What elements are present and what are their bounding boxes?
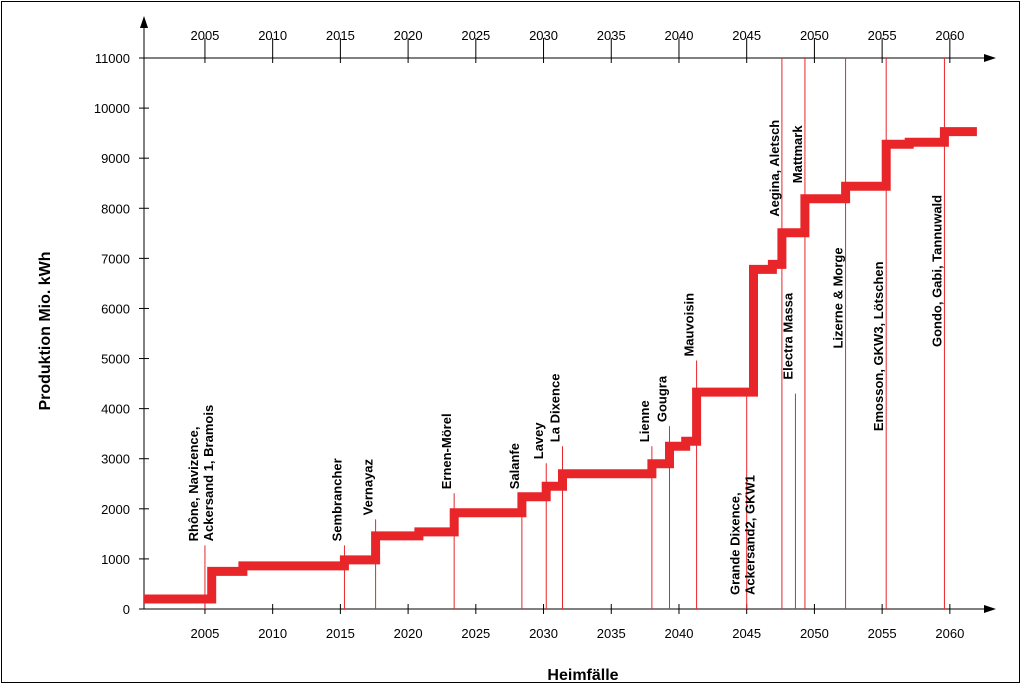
x-tick-label-bottom: 2015	[326, 626, 355, 641]
x-tick-label-bottom: 2060	[935, 626, 964, 641]
x-tick-label-bottom: 2055	[868, 626, 897, 641]
x-axis-top-arrow	[984, 54, 996, 62]
event-label: Gondo, Gabi, Tannuwald	[929, 195, 944, 347]
x-tick-label-top: 2050	[800, 28, 829, 43]
y-tick-label: 0	[123, 602, 130, 617]
y-tick-label: 1000	[101, 552, 130, 567]
event-label: Mattmark	[790, 125, 805, 184]
x-tick-label-top: 2030	[529, 28, 558, 43]
y-tick-label: 2000	[101, 502, 130, 517]
production-series-line	[144, 127, 977, 604]
y-tick-label: 4000	[101, 402, 130, 417]
y-axis-arrow	[140, 16, 148, 28]
x-tick-label-top: 2040	[665, 28, 694, 43]
event-label: Lizerne & Morge	[831, 247, 846, 348]
x-tick-label-bottom: 2035	[597, 626, 626, 641]
x-tick-label-top: 2060	[935, 28, 964, 43]
x-tick-label-bottom: 2005	[190, 626, 219, 641]
y-tick-label: 5000	[101, 352, 130, 367]
x-tick-label-top: 2010	[258, 28, 287, 43]
event-label: Salanfe	[507, 443, 522, 489]
event-label: Mauvoisin	[682, 293, 697, 357]
event-label: Rhône, Navizence,	[186, 427, 201, 542]
y-tick-label: 7000	[101, 251, 130, 266]
event-label: Lienne	[637, 400, 652, 442]
event-label: La Dixence	[548, 374, 563, 443]
axes-layer: 0 1000 2000 3000 4000 5000 6000 7000 8000 9000 100…	[94, 16, 996, 641]
x-axis-title: Heimfälle	[547, 667, 618, 684]
event-label: Ackersand 1, Bramois	[201, 405, 216, 542]
x-tick-label-top: 2025	[461, 28, 490, 43]
x-tick-label-bottom: 2020	[394, 626, 423, 641]
y-tick-label: 10000	[94, 101, 130, 116]
x-tick-label-top: 2020	[394, 28, 423, 43]
x-tick-label-bottom: 2040	[665, 626, 694, 641]
x-tick-label-top: 2015	[326, 28, 355, 43]
series-layer	[144, 58, 977, 609]
x-tick-label-bottom: 2050	[800, 626, 829, 641]
x-tick-label-bottom: 2030	[529, 626, 558, 641]
y-tick-label: 8000	[101, 201, 130, 216]
y-tick-label: 6000	[101, 301, 130, 316]
event-label: Vernayaz	[361, 458, 376, 515]
y-tick-label: 11000	[95, 51, 130, 66]
y-tick-label: 3000	[101, 452, 130, 467]
y-axis-title: Produktion Mio. kWh	[37, 251, 54, 410]
event-label: Ackersand2, GKW1	[743, 475, 758, 595]
event-label: Lavey	[531, 422, 546, 460]
x-tick-label-bottom: 2045	[732, 626, 761, 641]
x-axis-bottom-arrow	[984, 605, 996, 613]
x-tick-label-bottom: 2025	[461, 626, 490, 641]
event-label: Emosson, GKW3, Lötschen	[871, 261, 886, 431]
x-tick-label-top: 2035	[597, 28, 626, 43]
labels-layer: Rhône, Navizence, Ackersand 1, Bramois Sem…	[186, 120, 944, 595]
x-tick-label-top: 2005	[190, 28, 219, 43]
x-tick-label-top: 2055	[868, 28, 897, 43]
event-label: Gougra	[654, 375, 669, 422]
event-label: Electra Massa	[780, 292, 795, 379]
y-tick-label: 9000	[101, 151, 130, 166]
event-label: Grande Dixence,	[728, 492, 743, 595]
x-tick-label-top: 2045	[732, 28, 761, 43]
event-label: Sembrancher	[329, 458, 344, 541]
x-tick-label-bottom: 2010	[258, 626, 287, 641]
event-label: Ernen-Mörel	[439, 413, 454, 489]
event-label: Aegina, Aletsch	[767, 120, 782, 217]
